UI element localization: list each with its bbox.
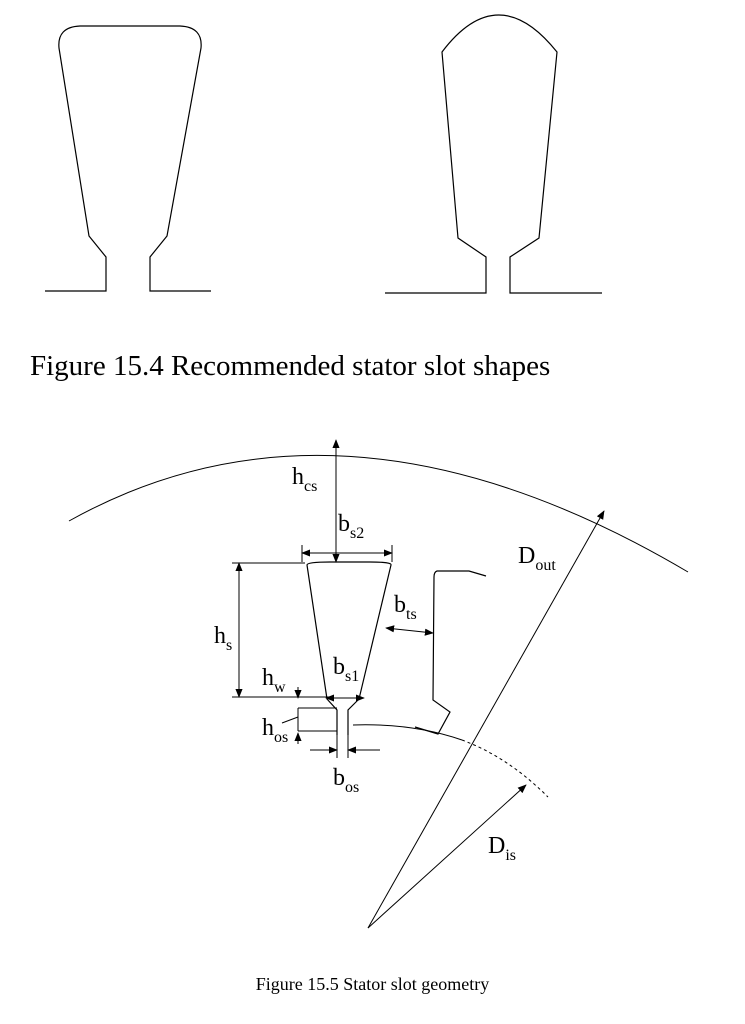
- figure-15-4-caption: Figure 15.4 Recommended stator slot shap…: [30, 350, 551, 382]
- label-h-w: hw: [262, 665, 286, 696]
- label-b-s1-sub: s1: [345, 668, 359, 685]
- label-b-os: bos: [333, 765, 359, 796]
- label-h-os: hos: [262, 715, 288, 746]
- label-h-w-sub: w: [274, 679, 286, 696]
- label-d-out-sub: out: [535, 557, 556, 574]
- label-b-ts-main: b: [394, 592, 406, 618]
- label-d-is-main: D: [488, 833, 505, 859]
- label-h-cs-sub: cs: [304, 478, 317, 495]
- slot-shape-trapezoidal: [45, 25, 211, 292]
- label-b-s1-main: b: [333, 654, 345, 680]
- label-h-cs: hcs: [292, 464, 317, 495]
- label-h-w-main: h: [262, 665, 274, 691]
- label-d-is-sub: is: [505, 847, 516, 864]
- label-h-os-sub: os: [274, 729, 288, 746]
- dimension-d-is: [367, 784, 527, 929]
- label-h-os-main: h: [262, 715, 274, 741]
- label-b-os-main: b: [333, 765, 345, 791]
- slot-shape-round-top: [385, 14, 602, 294]
- dimension-h-os: [281, 716, 302, 744]
- label-b-ts-sub: ts: [406, 606, 417, 623]
- label-h-s: hs: [214, 623, 232, 654]
- label-d-is: Dis: [488, 833, 516, 864]
- stator-outer-arc: [68, 455, 689, 573]
- label-d-out: Dout: [518, 543, 556, 574]
- label-b-s2-sub: s2: [350, 525, 364, 542]
- stator-bore-arc: [352, 724, 549, 798]
- label-h-s-main: h: [214, 623, 226, 649]
- dimension-b-os: [310, 735, 380, 758]
- label-d-out-main: D: [518, 543, 535, 569]
- dimension-b-ts: [385, 625, 434, 636]
- figure-15-5-caption: Figure 15.5 Stator slot geometry: [255, 974, 490, 994]
- label-b-s2: bs2: [338, 511, 364, 542]
- stator-slot-outline: [297, 561, 392, 735]
- label-h-s-sub: s: [226, 637, 232, 654]
- label-b-os-sub: os: [345, 779, 359, 796]
- label-b-s1: bs1: [333, 654, 359, 685]
- dimension-d-out: [367, 510, 605, 929]
- label-b-s2-main: b: [338, 511, 350, 537]
- dimension-b-s2: [301, 545, 393, 562]
- dimension-h-s: [232, 562, 330, 698]
- label-h-cs-main: h: [292, 464, 304, 490]
- neighbor-tooth-outline: [414, 570, 487, 735]
- label-b-ts: bts: [394, 592, 417, 623]
